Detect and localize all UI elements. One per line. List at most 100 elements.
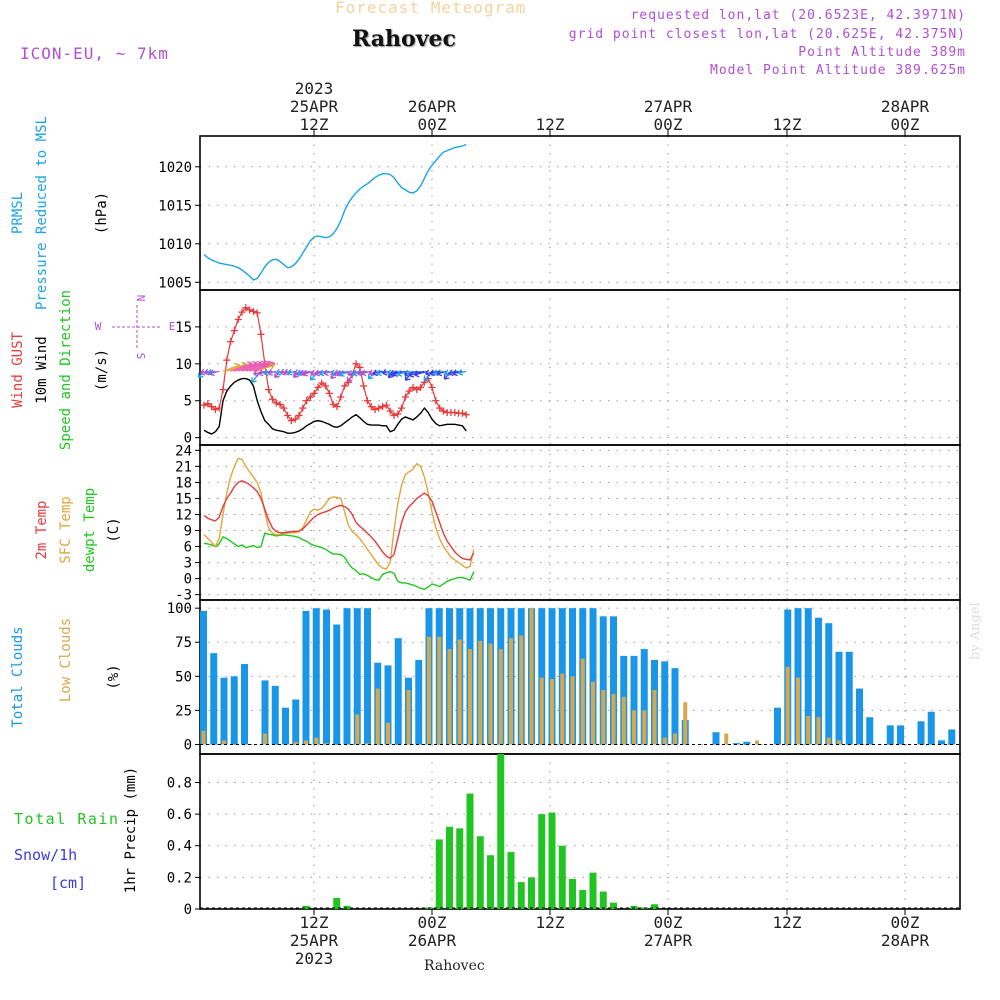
dewpt-temp-line [203,532,475,591]
wind-arrow [258,369,269,377]
low-cloud-bar [806,715,811,745]
wind-arrow [323,369,334,377]
time-label-bottom: 12Z [300,913,329,932]
gust-marker [219,386,227,394]
low-cloud-bar [519,635,524,745]
ylabel-gust: Wind GUST [10,332,26,408]
wind-arrow [336,369,349,377]
gust-marker [215,404,223,412]
time-label-bottom: 28APR [881,931,930,950]
gust-marker [310,389,318,397]
rain-bar [579,890,587,909]
rain-bar [333,897,341,909]
point-altitude: Point Altitude 389m [798,45,966,60]
total-cloud-bar [394,638,402,745]
total-cloud-bar [312,608,320,745]
gust-marker [306,393,314,401]
pressure-line [203,143,467,281]
total-cloud-bar [804,608,812,745]
ylabel-dewpt-temp: dewpt Temp [82,488,98,572]
y-tick-label: 12 [175,507,192,523]
wind-arrow [209,369,220,377]
low-cloud-bar [550,679,554,745]
gust-marker [234,316,242,324]
wind-speed-line [203,377,467,435]
low-cloud-bar [509,638,513,745]
ylabel-percent: (%) [106,664,122,689]
total-cloud-bar [866,717,874,745]
ylabel-celsius: (C) [106,517,122,542]
y-tick-label: 50 [175,669,192,685]
compass-s: S [134,353,147,360]
total-cloud-bar [364,608,371,745]
ylabel-ms: (m/s) [94,349,110,391]
ylabel-prmsl: PRMSL [10,192,26,234]
gust-marker [284,411,292,419]
ylabel-pressure: Pressure Reduced to MSL [34,116,50,310]
total-cloud-bar [323,609,330,745]
signature: by Angel [968,602,983,660]
time-label-bottom: 00Z [418,913,447,932]
low-cloud-bar [355,714,360,745]
gust-marker [295,411,303,419]
model-label: ICON-EU, ~ 7km [20,44,169,63]
gust-marker [341,382,349,390]
wind-arrow [436,369,448,377]
low-cloud-bar [662,737,667,745]
low-cloud-bar [621,696,626,745]
wind-arrow [414,370,429,378]
y-tick-label: 21 [175,459,192,475]
model-point-altitude: Model Point Altitude 389.625m [710,63,966,78]
ylabel-wind: 10m Wind [34,336,50,403]
gust-marker [268,395,276,403]
y-tick-label: 75 [175,635,192,651]
low-cloud-bar [632,710,636,745]
low-cloud-bar [652,689,657,745]
low-cloud-bar [601,689,606,745]
total-cloud-bar [856,688,863,745]
rain-bar [302,905,310,909]
low-cloud-bar [488,643,493,745]
gust-marker [382,401,390,409]
wind-arrow [376,369,387,377]
total-cloud-bar [343,608,351,745]
ylabel-direction: Speed and Direction [58,290,74,450]
low-cloud-bar [293,741,298,745]
total-cloud-bar [200,610,207,745]
time-label-top: 12Z [536,115,565,134]
gust-marker [371,406,379,414]
gust-marker [280,404,288,412]
total-cloud-bar [261,680,269,745]
gust-marker [253,309,261,317]
total-cloud-bar [671,668,679,745]
low-cloud-bar [837,740,841,745]
wind-arrow [408,370,425,378]
gust-marker [375,404,383,412]
rain-bar [456,828,464,909]
total-cloud-bar [548,608,556,745]
y-tick-label: 100 [167,601,192,617]
total-cloud-bar [302,610,310,745]
low-cloud-bar [468,649,472,745]
location-title: Rahovec [352,26,456,52]
ylabel-2m-temp: 2m Temp [34,500,50,559]
low-cloud-bar [437,636,442,745]
y-tick-label: 10 [175,357,192,373]
total-cloud-bar [917,721,925,745]
gust-marker [325,389,333,397]
low-cloud-bar [365,743,370,745]
gust-marker [238,308,246,316]
low-cloud-bar [785,666,790,745]
label-cm: [cm] [50,874,86,892]
gust-marker [394,410,402,418]
total-cloud-bar [825,623,833,745]
time-label-bottom: 25APR [290,931,339,950]
temp-2m-line [203,480,475,561]
low-cloud-bar [314,737,319,745]
total-cloud-bar [743,741,751,745]
gust-line [203,306,467,422]
wind-arrow [267,369,277,376]
low-cloud-bar [591,681,595,745]
rain-bar [599,891,607,909]
